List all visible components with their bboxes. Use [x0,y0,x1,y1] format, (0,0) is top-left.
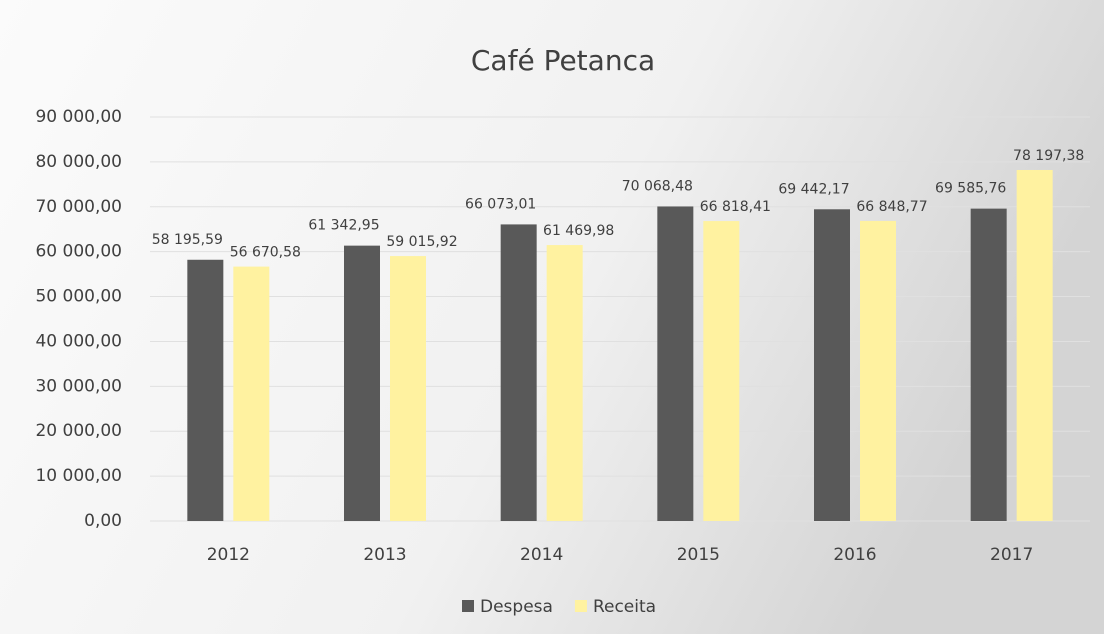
chart-title: Café Petanca [471,44,655,77]
bar [187,259,224,521]
bar [970,208,1007,521]
y-tick-label: 20 000,00 [35,421,122,441]
value-label: 61 469,98 [543,223,614,239]
y-tick-label: 0,00 [84,511,122,531]
value-label: 58 195,59 [152,232,223,248]
y-tick-label: 70 000,00 [35,197,122,217]
y-tick-label: 10 000,00 [35,466,122,486]
y-tick-label: 90 000,00 [35,107,122,127]
value-label: 66 848,77 [856,199,927,215]
value-label: 66 818,41 [700,199,771,215]
legend-swatch [462,600,474,612]
y-tick-label: 30 000,00 [35,376,122,396]
value-label: 70 068,48 [622,178,693,194]
value-label: 56 670,58 [230,245,301,261]
value-label: 69 585,76 [935,181,1006,197]
y-tick-label: 40 000,00 [35,331,122,351]
bar [500,224,537,522]
value-label: 59 015,92 [386,234,457,250]
value-label: 61 342,95 [308,218,379,234]
legend-label: Despesa [480,597,553,617]
bar [390,256,426,521]
bar [1016,169,1053,521]
value-label: 69 442,17 [778,181,849,197]
bar [546,245,583,521]
x-tick-label: 2017 [990,545,1033,565]
legend-swatch [574,600,587,612]
bar [814,209,850,522]
y-tick-label: 60 000,00 [35,242,122,262]
y-tick-label: 50 000,00 [35,287,122,307]
x-tick-label: 2014 [520,545,563,565]
x-tick-label: 2013 [363,545,406,565]
bar [703,221,740,522]
bar [657,206,694,521]
legend-label: Receita [593,597,656,617]
bar [233,266,270,521]
bar [860,220,896,522]
bar [344,245,380,522]
x-tick-label: 2016 [833,545,876,565]
x-tick-label: 2015 [677,545,720,565]
x-tick-label: 2012 [207,545,250,565]
y-tick-label: 80 000,00 [35,152,122,172]
value-label: 78 197,38 [1013,148,1084,164]
value-label: 66 073,01 [465,196,536,212]
